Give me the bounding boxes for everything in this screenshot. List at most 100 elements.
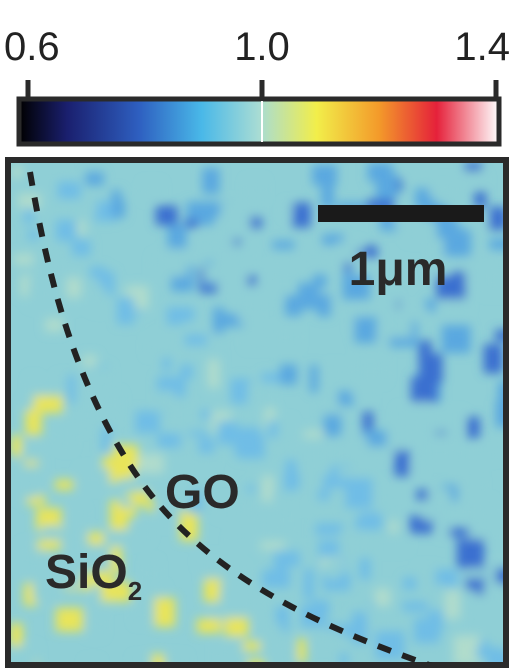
texture-patch — [252, 285, 267, 295]
texture-patch — [303, 430, 325, 439]
boundary-line — [27, 171, 433, 663]
texture-patch — [464, 162, 482, 172]
texture-patch — [424, 434, 455, 462]
texture-patch — [243, 641, 262, 651]
texture-patch — [326, 559, 340, 580]
texture-patch — [153, 255, 165, 274]
texture-patch — [82, 355, 97, 367]
texture-patch — [94, 286, 106, 311]
texture-patch — [422, 510, 433, 521]
texture-patch — [292, 431, 303, 460]
texture-patch — [247, 275, 257, 286]
texture-patch — [441, 297, 460, 315]
scale-bar — [318, 205, 484, 222]
texture-patch — [380, 503, 393, 518]
texture-patch — [409, 162, 427, 175]
texture-patch — [154, 597, 176, 628]
texture-patch — [309, 365, 319, 393]
texture-patch — [184, 219, 198, 229]
texture-patch — [292, 202, 311, 228]
colorbar-tick-label: 1.4 — [454, 25, 510, 69]
colorbar-tick-label: 1.0 — [234, 25, 290, 69]
texture-patch — [247, 659, 265, 663]
texture-patch — [364, 245, 378, 259]
texture-patch — [120, 498, 133, 508]
texture-patch — [85, 172, 104, 186]
texture-patch — [386, 429, 404, 454]
texture-patch — [410, 376, 438, 403]
texture-patch — [264, 407, 276, 427]
texture-patch — [488, 445, 503, 459]
texture-patch — [334, 242, 361, 251]
texture-patch — [163, 248, 188, 277]
texture-patch — [201, 409, 211, 420]
texture-patch — [397, 408, 421, 420]
texture-patch — [203, 578, 221, 603]
texture-patch — [444, 589, 461, 619]
texture-patch — [264, 469, 288, 479]
texture-patch — [63, 524, 87, 546]
texture-patch — [434, 584, 446, 604]
texture-patch — [155, 205, 178, 226]
texture-patch — [436, 283, 464, 297]
texture-patch — [467, 257, 488, 270]
texture-patch — [272, 240, 295, 250]
texture-patch — [458, 477, 481, 494]
region-text: SiO — [45, 546, 128, 599]
texture-patch — [409, 657, 431, 663]
texture-patch — [339, 653, 349, 663]
texture-patch — [297, 638, 306, 663]
texture-patch — [298, 282, 320, 310]
texture-patch — [106, 455, 134, 479]
texture-patch — [11, 435, 22, 457]
texture-patch — [150, 654, 165, 663]
texture-patch — [135, 603, 159, 623]
texture-patch — [473, 448, 486, 462]
texture-patch — [373, 329, 391, 343]
texture-patch — [359, 558, 371, 580]
texture-patch — [224, 617, 249, 637]
texture-patch — [354, 316, 377, 343]
texture-patch — [449, 411, 463, 434]
texture-patch — [466, 174, 486, 184]
texture-patch — [87, 612, 103, 637]
texture-patch — [198, 438, 215, 454]
texture-patch — [356, 652, 369, 663]
texture-patch — [57, 271, 74, 280]
region-label: GO — [165, 466, 240, 519]
texture-patch — [196, 618, 222, 634]
texture-patch — [250, 216, 262, 229]
scale-bar-label: 1μm — [349, 243, 448, 296]
texture-patch — [133, 657, 153, 663]
texture-patch — [495, 329, 504, 341]
texture-patch — [498, 381, 504, 411]
texture-patch — [24, 397, 36, 413]
texture-patch — [456, 538, 485, 569]
texture-patch — [361, 430, 389, 451]
texture-patch — [180, 364, 193, 379]
texture-patch — [66, 277, 82, 298]
texture-patch — [449, 527, 469, 537]
texture-patch — [168, 307, 195, 321]
texture-patch — [330, 364, 340, 379]
texture-patch — [216, 644, 246, 663]
texture-patch — [460, 590, 476, 614]
texture-patch — [266, 267, 289, 295]
texture-patch — [362, 411, 374, 440]
texture-patch — [55, 479, 74, 490]
texture-patch — [262, 569, 291, 588]
texture-patch — [101, 581, 131, 602]
texture-patch — [315, 523, 344, 536]
texture-patch — [301, 250, 326, 264]
texture-patch — [261, 373, 290, 383]
texture-patch — [455, 635, 477, 650]
texture-patch — [84, 572, 113, 584]
texture-patch — [294, 489, 307, 508]
texture-patch — [16, 473, 39, 498]
map-texture — [10, 162, 504, 663]
texture-patch — [10, 623, 23, 648]
texture-patch — [260, 637, 289, 653]
texture-patch — [411, 458, 422, 474]
texture-patch — [489, 206, 504, 230]
